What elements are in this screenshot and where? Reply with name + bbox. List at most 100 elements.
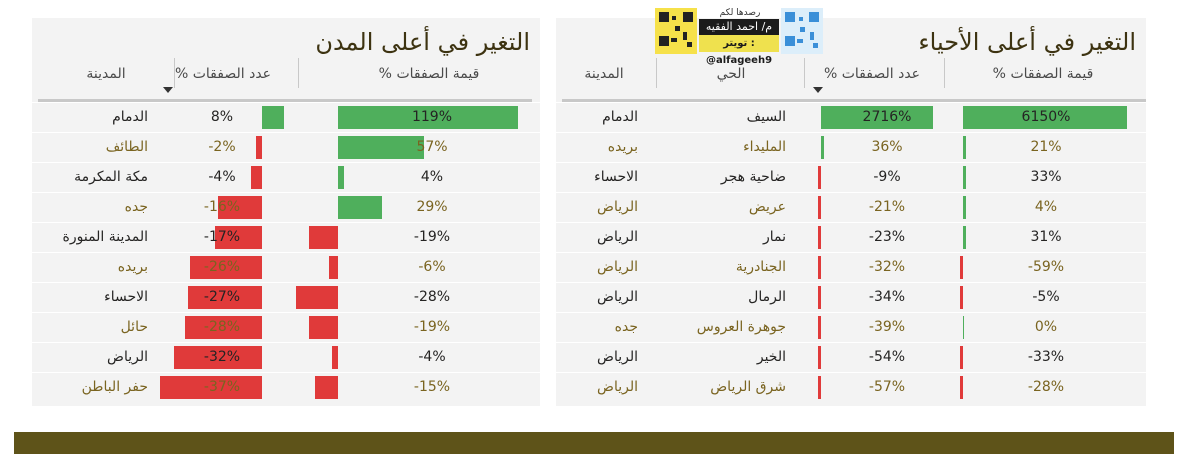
header-value-change[interactable]: % قيمة الصفقات [378, 66, 480, 82]
count-change-bar [821, 106, 933, 129]
header-divider [804, 58, 805, 88]
city-cell: الاحساء [594, 169, 638, 185]
table-row[interactable]: الرياض -32% -4% [32, 342, 540, 371]
value-change-bar [338, 106, 518, 129]
count-change-bar [215, 226, 262, 249]
value-change-bar [963, 166, 966, 189]
count-change-label: 2716% [862, 109, 912, 125]
table-row[interactable]: مكة المكرمة -4% 4% [32, 162, 540, 191]
sort-descending-icon[interactable] [813, 87, 823, 93]
district-cell: نمار [762, 229, 786, 245]
value-change-bar [960, 286, 963, 309]
value-change-bar [960, 346, 963, 369]
table-row[interactable]: الرياض نمار -23% 31% [556, 222, 1146, 251]
table-row[interactable]: بريده -26% -6% [32, 252, 540, 281]
city-cell: الدمام [602, 109, 638, 125]
value-change-label: 31% [1030, 229, 1062, 245]
count-change-bar [187, 286, 262, 309]
value-change-bar [338, 196, 382, 219]
table-row[interactable]: حفر الباطن -37% -15% [32, 372, 540, 401]
count-change-bar [821, 136, 824, 159]
city-cell: مكة المكرمة [74, 169, 148, 185]
header-underline [38, 99, 532, 102]
count-change-label: -16% [203, 199, 241, 215]
count-change-label: -17% [203, 229, 241, 245]
table-row[interactable]: الاحساء -27% -28% [32, 282, 540, 311]
city-cell: الرياض [597, 199, 638, 215]
count-change-label: -37% [203, 379, 241, 395]
cities-table-title: التغير في أعلى المدن [315, 28, 530, 56]
author-name-block: رصدها لكم م/ احمد الفقيه تويتر : @alfage… [699, 8, 779, 66]
count-change-bar [818, 256, 821, 279]
table-row[interactable]: المدينة المنورة -17% -19% [32, 222, 540, 251]
header-district[interactable]: الحي [716, 66, 746, 82]
value-change-bar [963, 196, 966, 219]
header-count-change[interactable]: % عدد الصفقات [158, 66, 288, 93]
table-row[interactable]: الدمام السيف 2716% 6150% [556, 102, 1146, 131]
value-change-bar [315, 376, 338, 399]
table-row[interactable]: جده جوهرة العروس -39% 0% [556, 312, 1146, 341]
count-change-bar [818, 346, 821, 369]
header-city[interactable]: المدينة [584, 66, 624, 82]
value-change-bar [963, 106, 1127, 129]
city-cell: حفر الباطن [81, 379, 148, 395]
value-change-label: 4% [420, 169, 444, 185]
district-cell: الخير [756, 349, 786, 365]
table-row[interactable]: الرياض الجنادرية -32% -59% [556, 252, 1146, 281]
table-row[interactable]: الرياض شرق الرياض -57% -28% [556, 372, 1146, 401]
author-badge: رصدها لكم م/ احمد الفقيه تويتر : @alfage… [655, 8, 823, 66]
sort-descending-icon[interactable] [163, 87, 173, 93]
value-change-label: -19% [413, 229, 451, 245]
count-change-bar [160, 376, 262, 399]
count-change-bar [818, 286, 821, 309]
table-row[interactable]: الرياض عريض -21% 4% [556, 192, 1146, 221]
table-row[interactable]: الرياض الرمال -34% -5% [556, 282, 1146, 311]
value-change-bar [338, 166, 345, 189]
author-caption: رصدها لكم [719, 8, 761, 18]
count-change-bar [250, 166, 262, 189]
header-count-change[interactable]: % عدد الصفقات [808, 66, 936, 93]
value-change-label: -15% [413, 379, 451, 395]
table-row[interactable]: جده -16% 29% [32, 192, 540, 221]
table-row[interactable]: الرياض الخير -54% -33% [556, 342, 1146, 371]
author-twitter-handle[interactable]: تويتر : @alfageeh9 [699, 35, 779, 66]
count-change-label: -54% [868, 349, 906, 365]
count-change-bar [184, 316, 262, 339]
city-cell: الرياض [597, 289, 638, 305]
value-change-label: 57% [416, 139, 448, 155]
author-name: م/ احمد الفقيه [699, 19, 779, 35]
table-row[interactable]: الدمام 8% 119% [32, 102, 540, 131]
header-city[interactable]: المدينة [86, 66, 126, 82]
count-change-label: 36% [871, 139, 903, 155]
table-row[interactable]: الاحساء ضاحية هجر -9% 33% [556, 162, 1146, 191]
district-cell: المليداء [743, 139, 786, 155]
value-change-label: -28% [413, 289, 451, 305]
city-cell: بريده [607, 139, 638, 155]
city-cell: الرياض [597, 229, 638, 245]
districts-table-panel: التغير في أعلى الأحياء المدينة الحي % عد… [556, 18, 1146, 406]
value-change-label: 29% [416, 199, 448, 215]
header-value-change[interactable]: % قيمة الصفقات [992, 66, 1094, 82]
header-count-change-label: % عدد الصفقات [823, 66, 921, 82]
value-change-label: -28% [1027, 379, 1065, 395]
table-row[interactable]: الطائف -2% 57% [32, 132, 540, 161]
value-change-label: -19% [413, 319, 451, 335]
table-row[interactable]: حائل -28% -19% [32, 312, 540, 341]
count-change-label: -2% [208, 139, 236, 155]
count-change-bar [262, 106, 285, 129]
value-change-label: -33% [1027, 349, 1065, 365]
table-row[interactable]: بريده المليداء 36% 21% [556, 132, 1146, 161]
value-change-label: -5% [1032, 289, 1060, 305]
city-cell: بريده [117, 259, 148, 275]
footer-bar [14, 432, 1174, 454]
count-change-label: -21% [868, 199, 906, 215]
count-change-label: -23% [868, 229, 906, 245]
district-cell: شرق الرياض [710, 379, 786, 395]
count-change-label: -32% [203, 349, 241, 365]
count-change-label: -26% [203, 259, 241, 275]
value-change-bar [963, 226, 966, 249]
count-change-bar [256, 136, 262, 159]
value-change-label: -59% [1027, 259, 1065, 275]
city-cell: جده [614, 319, 638, 335]
city-cell: الدمام [112, 109, 148, 125]
